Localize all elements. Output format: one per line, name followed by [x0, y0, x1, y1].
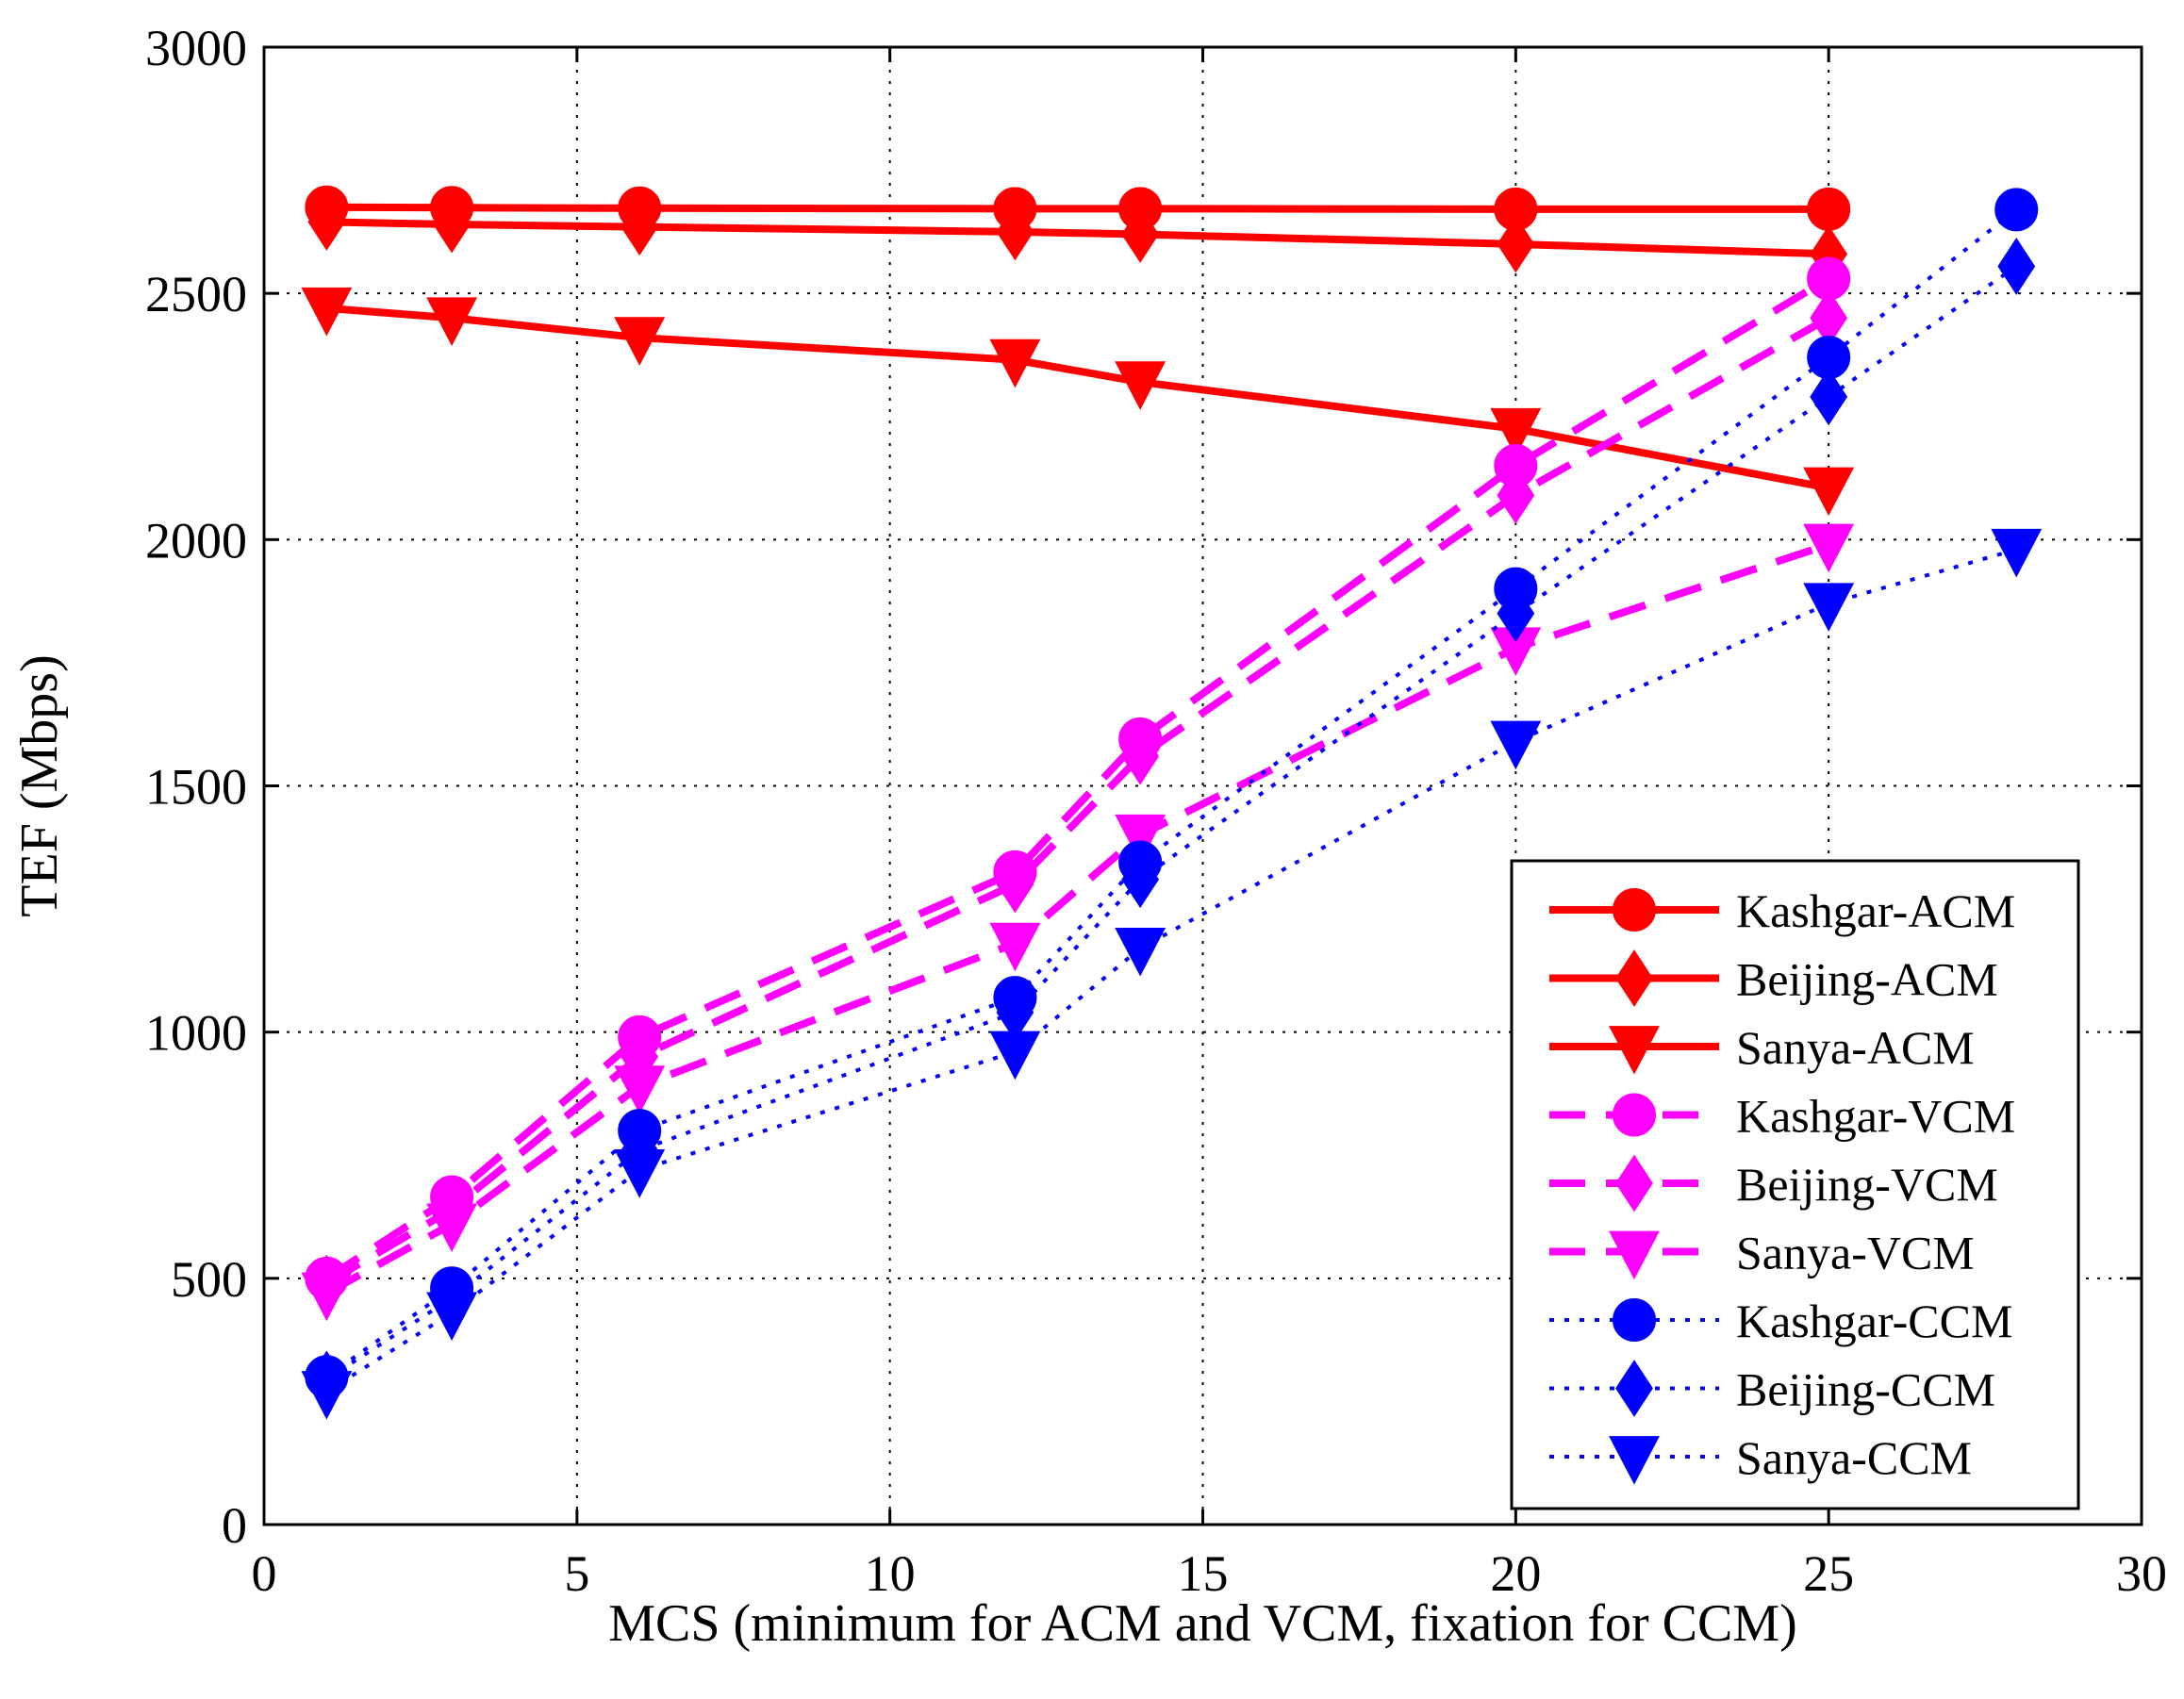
legend-marker — [1613, 1093, 1656, 1137]
x-tick-label: 30 — [2116, 1545, 2167, 1602]
data-point — [307, 193, 346, 251]
data-point — [301, 287, 353, 337]
series-sanya-acm — [301, 287, 1855, 517]
data-point — [1497, 466, 1535, 524]
data-point — [614, 1149, 666, 1198]
data-point — [426, 1203, 478, 1253]
y-tick-label: 2500 — [145, 266, 247, 322]
legend-entry: Sanya-CCM — [1549, 1431, 1972, 1485]
data-point — [1115, 361, 1166, 410]
data-point — [1115, 814, 1166, 864]
data-point — [1997, 238, 2036, 295]
data-point — [426, 1292, 478, 1342]
legend-marker — [1615, 1154, 1653, 1212]
axis-ticks — [262, 45, 2143, 1526]
data-point — [1807, 187, 1851, 231]
legend-marker — [1613, 1298, 1656, 1342]
data-point — [1803, 523, 1855, 573]
legend-entry: Kashgar-VCM — [1549, 1090, 2015, 1143]
y-tick-label: 500 — [171, 1251, 247, 1308]
y-tick-label: 3000 — [145, 20, 247, 76]
x-tick-label: 5 — [564, 1545, 589, 1602]
series-layer — [301, 185, 2043, 1420]
y-tick-label: 0 — [222, 1497, 247, 1554]
series-line — [325, 264, 2018, 1381]
legend-label: Beijing-ACM — [1736, 953, 1998, 1006]
legend-entry: Kashgar-CCM — [1549, 1295, 2012, 1347]
data-point — [989, 922, 1041, 972]
x-tick-label: 0 — [252, 1545, 277, 1602]
legend-marker — [1615, 1360, 1653, 1417]
tick-labels: 0 5 10 15 20 25 30 0 500 1000 1500 2000 2500 3000 — [145, 20, 2167, 1602]
data-point — [1497, 215, 1535, 273]
data-point — [1121, 727, 1160, 785]
data-point — [1803, 467, 1855, 517]
data-point — [1490, 407, 1542, 457]
data-point — [620, 198, 659, 256]
legend-entry: Beijing-ACM — [1549, 949, 1998, 1007]
series-sanya-ccm — [301, 528, 2043, 1420]
data-point — [1994, 188, 2039, 232]
data-point — [1803, 583, 1855, 632]
series-sanya-vcm — [301, 523, 1855, 1322]
legend-marker — [1609, 1026, 1660, 1075]
data-point — [996, 855, 1034, 914]
legend-label: Sanya-ACM — [1736, 1021, 1975, 1074]
legend-entry: Sanya-ACM — [1549, 1021, 1975, 1075]
legend-marker — [1613, 888, 1656, 932]
data-point — [1121, 850, 1160, 909]
data-point — [426, 297, 478, 346]
legend-label: Kashgar-CCM — [1736, 1295, 2012, 1347]
data-point — [1115, 927, 1166, 977]
y-tick-label: 2000 — [145, 512, 247, 569]
legend-label: Kashgar-VCM — [1736, 1090, 2015, 1143]
legend-entry: Beijing-VCM — [1549, 1154, 1998, 1212]
y-axis-title: TEF (Mbps) — [10, 654, 69, 916]
y-tick-label: 1500 — [145, 759, 247, 816]
legend-entry: Kashgar-ACM — [1549, 884, 2015, 937]
data-point — [1497, 585, 1535, 643]
series-line — [326, 203, 1829, 213]
legend-entry: Sanya-VCM — [1549, 1227, 1975, 1280]
data-point — [1991, 528, 2043, 578]
data-point — [1810, 368, 1848, 426]
data-point — [1490, 720, 1542, 770]
x-tick-label: 15 — [1178, 1545, 1229, 1602]
x-tick-label: 10 — [865, 1545, 916, 1602]
legend-marker — [1609, 1436, 1660, 1485]
legend-entry: Beijing-CCM — [1549, 1360, 1995, 1417]
data-point — [1121, 206, 1160, 263]
legend-label: Beijing-CCM — [1736, 1363, 1995, 1416]
data-point — [996, 203, 1034, 261]
data-point — [433, 195, 471, 254]
legend-label: Sanya-VCM — [1736, 1227, 1975, 1279]
legend-label: Kashgar-ACM — [1736, 884, 2015, 937]
data-point — [989, 338, 1041, 388]
x-tick-label: 20 — [1490, 1545, 1541, 1602]
data-point — [989, 1031, 1041, 1080]
y-tick-label: 1000 — [145, 1005, 247, 1062]
legend-marker — [1615, 949, 1653, 1007]
legend-label: Beijing-VCM — [1736, 1158, 1998, 1211]
data-point — [614, 317, 666, 366]
data-point — [614, 1065, 666, 1114]
legend: Kashgar-ACM Beijing-ACM Sanya-ACM Kashgar-V… — [1510, 859, 2080, 1510]
data-point — [301, 1272, 353, 1322]
legend-marker — [1609, 1230, 1660, 1280]
x-tick-label: 25 — [1803, 1545, 1854, 1602]
data-point — [301, 1371, 353, 1420]
x-axis-title: MCS (minimum for ACM and VCM, fixation f… — [608, 1594, 1797, 1653]
legend-label: Sanya-CCM — [1736, 1431, 1972, 1484]
